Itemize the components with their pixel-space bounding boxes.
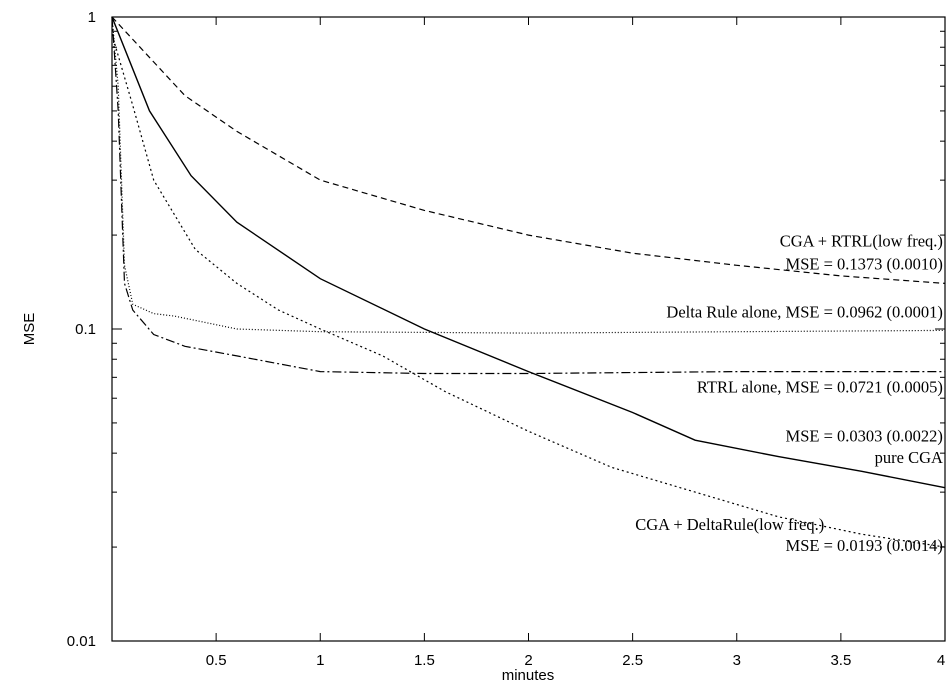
x-axis-title: minutes bbox=[502, 667, 555, 684]
series-line-dense-dotted bbox=[111, 34, 946, 548]
series-annotations: CGA + RTRL(low freq.) MSE = 0.1373 (0.001… bbox=[635, 231, 943, 555]
x-tick-label: 2.5 bbox=[622, 652, 643, 669]
y-tick-label: 0.1 bbox=[75, 321, 96, 338]
annotation-cga_1: MSE = 0.0303 (0.0022) bbox=[786, 426, 943, 445]
x-tick-label: 4 bbox=[937, 652, 945, 669]
annotation-delta: Delta Rule alone, MSE = 0.0962 (0.0001) bbox=[666, 302, 942, 321]
axis-ticks bbox=[112, 17, 946, 642]
x-tick-label: 3.5 bbox=[830, 652, 851, 669]
annotation-rtrl: RTRL alone, MSE = 0.0721 (0.0005) bbox=[697, 378, 943, 397]
y-tick-label: 0.01 bbox=[67, 633, 96, 650]
annotation-cga_2: pure CGA bbox=[875, 448, 943, 467]
series-line-dash-dot bbox=[111, 16, 945, 375]
series-lines bbox=[111, 16, 946, 548]
x-tick-label: 2 bbox=[524, 652, 532, 669]
annotation-cga_rtrl_1: CGA + RTRL(low freq.) bbox=[780, 231, 943, 250]
annotation-cga_rtrl_2: MSE = 0.1373 (0.0010) bbox=[786, 255, 943, 274]
y-tick-label: 1 bbox=[88, 9, 96, 26]
x-tick-label: 1 bbox=[316, 652, 324, 669]
x-tick-label: 0.5 bbox=[206, 652, 227, 669]
annotation-cga_delta_1: CGA + DeltaRule(low freq.) bbox=[635, 515, 824, 534]
series-line-solid bbox=[111, 16, 946, 489]
series-line-dashed bbox=[111, 16, 946, 284]
series-line-dotted bbox=[111, 16, 946, 334]
annotation-cga_delta_2: MSE = 0.0193 (0.0014) bbox=[786, 536, 943, 555]
tick-labels: 0.5 1 1.5 2 2.5 3 3.5 4 0.01 0.1 1 bbox=[67, 9, 945, 669]
x-tick-label: 3 bbox=[733, 652, 741, 669]
y-axis-title: MSE bbox=[21, 313, 38, 346]
x-tick-label: 1.5 bbox=[414, 652, 435, 669]
